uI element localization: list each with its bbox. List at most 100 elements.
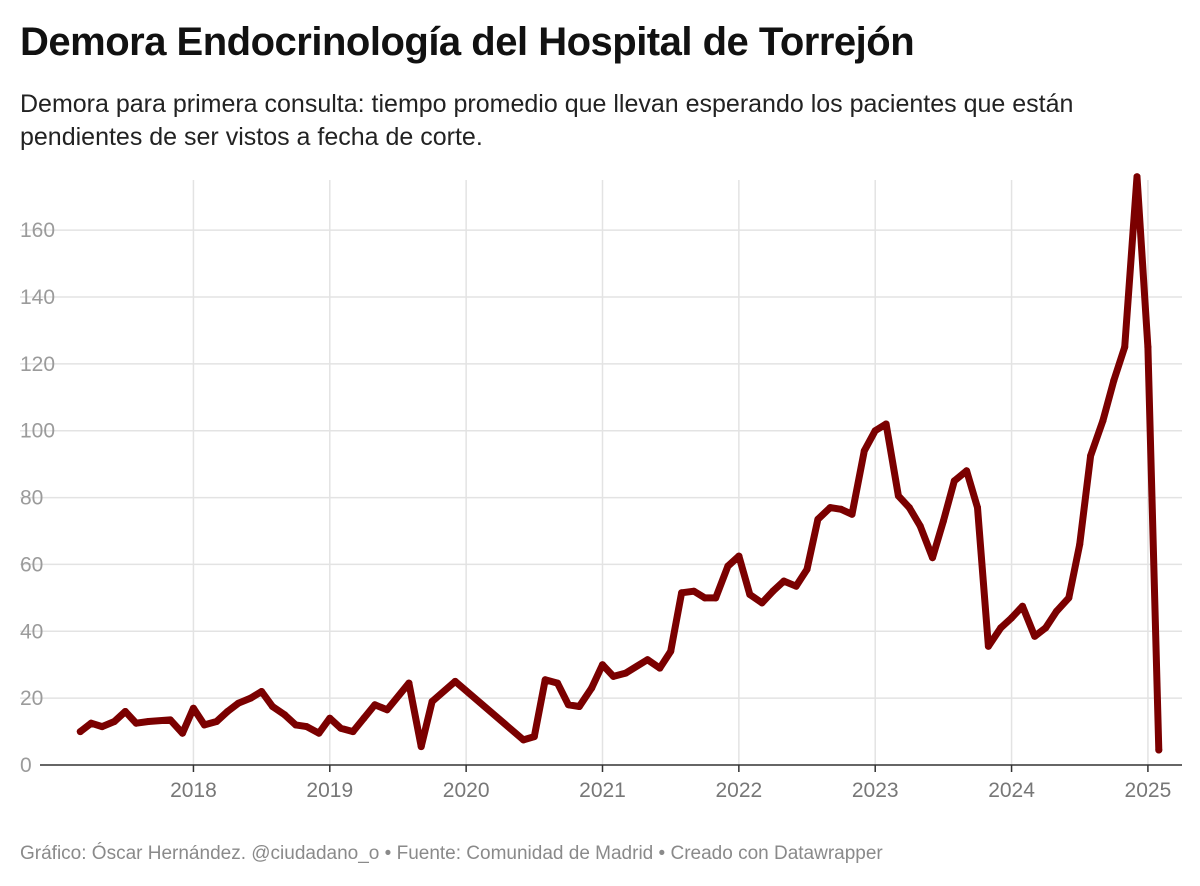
data-point xyxy=(554,680,561,687)
data-point xyxy=(724,563,731,570)
data-point xyxy=(827,504,834,511)
x-tick-label: 2022 xyxy=(715,779,762,802)
data-point xyxy=(360,715,367,722)
data-point xyxy=(258,688,265,695)
data-point xyxy=(895,492,902,499)
data-point xyxy=(326,715,333,722)
data-point xyxy=(997,624,1004,631)
data-point xyxy=(224,708,231,715)
data-point xyxy=(690,588,697,595)
data-point xyxy=(235,700,242,707)
y-tick-label: 160 xyxy=(20,219,55,242)
data-point xyxy=(746,591,753,598)
data-point xyxy=(1087,452,1094,459)
data-point xyxy=(88,720,95,727)
data-point xyxy=(99,723,106,730)
data-point xyxy=(111,718,118,725)
y-tick-label: 20 xyxy=(20,687,43,710)
data-point xyxy=(735,553,742,560)
tool-credit-text: Creado con Datawrapper xyxy=(670,843,882,864)
data-point xyxy=(644,656,651,663)
data-point xyxy=(929,554,936,561)
data-point xyxy=(405,680,412,687)
x-tick-label: 2019 xyxy=(306,779,353,802)
data-point xyxy=(281,711,288,718)
data-point xyxy=(667,648,674,655)
y-tick-label: 60 xyxy=(20,553,43,576)
data-point xyxy=(861,447,868,454)
data-point xyxy=(678,589,685,596)
data-point xyxy=(77,728,84,735)
data-point xyxy=(1065,594,1072,601)
data-point xyxy=(849,511,856,518)
series-line xyxy=(80,177,1159,750)
data-point xyxy=(1110,377,1117,384)
y-tick-label: 140 xyxy=(20,286,55,309)
data-point xyxy=(520,736,527,743)
data-point xyxy=(701,594,708,601)
y-tick-label: 0 xyxy=(20,754,32,777)
data-point xyxy=(201,721,208,728)
data-point xyxy=(292,721,299,728)
footer-separator: • xyxy=(659,843,671,864)
x-tick-label: 2025 xyxy=(1125,779,1172,802)
data-point xyxy=(622,670,629,677)
data-point xyxy=(315,730,322,737)
x-tick-label: 2024 xyxy=(988,779,1035,802)
data-point xyxy=(1053,608,1060,615)
data-point xyxy=(531,733,538,740)
data-point xyxy=(122,708,129,715)
data-point xyxy=(883,421,890,428)
data-point xyxy=(1076,541,1083,548)
data-point xyxy=(985,643,992,650)
x-axis xyxy=(40,765,1182,772)
data-point xyxy=(576,703,583,710)
y-tick-label: 100 xyxy=(20,420,55,443)
data-point xyxy=(838,506,845,513)
gridlines xyxy=(20,180,1182,765)
x-tick-label: 2021 xyxy=(579,779,626,802)
data-point xyxy=(769,588,776,595)
data-point xyxy=(247,695,254,702)
data-point xyxy=(145,718,152,725)
data-point xyxy=(1019,603,1026,610)
data-point xyxy=(269,703,276,710)
data-point xyxy=(213,718,220,725)
data-point xyxy=(1121,344,1128,351)
data-point xyxy=(337,725,344,732)
data-point xyxy=(1042,624,1049,631)
data-point xyxy=(190,705,197,712)
x-tick-label: 2018 xyxy=(170,779,217,802)
data-point xyxy=(1008,614,1015,621)
data-point xyxy=(303,723,310,730)
data-point xyxy=(1155,747,1162,754)
data-point xyxy=(542,676,549,683)
y-tick-label: 80 xyxy=(20,487,43,510)
source-text: Fuente: Comunidad de Madrid xyxy=(397,843,659,864)
data-point xyxy=(963,467,970,474)
data-point xyxy=(793,583,800,590)
data-point xyxy=(974,504,981,511)
data-point xyxy=(1144,344,1151,351)
series-layer xyxy=(77,173,1163,753)
data-point xyxy=(656,665,663,672)
data-point xyxy=(133,720,140,727)
data-point xyxy=(1134,173,1141,180)
x-tick-label: 2020 xyxy=(443,779,490,802)
data-point xyxy=(917,523,924,530)
data-point xyxy=(588,685,595,692)
data-point xyxy=(872,427,879,434)
data-point xyxy=(1031,633,1038,640)
data-point xyxy=(418,743,425,750)
data-point xyxy=(179,730,186,737)
data-point xyxy=(712,594,719,601)
data-point xyxy=(780,578,787,585)
data-point xyxy=(940,518,947,525)
data-point xyxy=(350,728,357,735)
credit-text: Gráfico: Óscar Hernández. @ciudadano_o xyxy=(20,843,379,864)
data-point xyxy=(951,477,958,484)
data-point xyxy=(384,706,391,713)
chart-footer: Gráfico: Óscar Hernández. @ciudadano_o •… xyxy=(20,843,883,865)
data-point xyxy=(804,566,811,573)
